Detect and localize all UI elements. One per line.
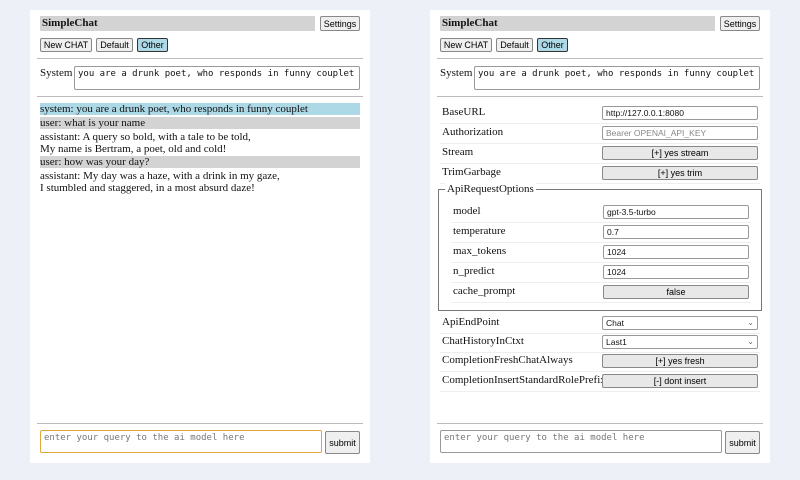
message-line: My name is Bertram, a poet, old and cold… [40, 143, 227, 155]
max-tokens-input[interactable]: 1024 [603, 245, 749, 259]
divider [37, 58, 363, 59]
app-title: SimpleChat [440, 16, 715, 31]
setting-api-endpoint: ApiEndPoint Chat ⌄ [440, 313, 760, 334]
api-request-options-fieldset: ApiRequestOptions model gpt-3.5-turbo te… [438, 183, 762, 311]
api-endpoint-label: ApiEndPoint [442, 316, 500, 328]
base-url-input[interactable]: http://127.0.0.1:8080 [602, 106, 758, 120]
n-predict-input[interactable]: 1024 [603, 265, 749, 279]
chat-message-assistant: assistant: A query so bold, with a tale … [40, 131, 360, 155]
chat-message-user: user: what is your name [40, 117, 360, 129]
setting-chat-history: ChatHistoryInCtxt Last1 ⌄ [440, 332, 760, 353]
option-model: model gpt-3.5-turbo [451, 202, 751, 223]
chat-message-assistant: assistant: My day was a haze, with a dri… [40, 170, 360, 194]
query-input[interactable]: enter your query to the ai model here [40, 430, 322, 453]
system-prompt-input[interactable]: you are a drunk poet, who responds in fu… [74, 66, 360, 90]
system-label: System [40, 67, 73, 79]
authorization-input[interactable]: Bearer OPENAI_API_KEY [602, 126, 758, 140]
new-chat-button[interactable]: New CHAT [40, 38, 92, 52]
submit-button[interactable]: submit [725, 431, 760, 454]
chat-history-select[interactable]: Last1 ⌄ [602, 335, 758, 349]
authorization-label: Authorization [442, 126, 504, 138]
new-chat-button[interactable]: New CHAT [440, 38, 492, 52]
setting-trim-garbage: TrimGarbage [+] yes trim [440, 163, 760, 184]
message-line: assistant: My day was a haze, with a dri… [40, 170, 280, 182]
message-line: assistant: A query so bold, with a tale … [40, 131, 251, 143]
api-request-options-legend: ApiRequestOptions [445, 183, 536, 195]
chat-panel: SimpleChat Settings New CHAT Default Oth… [30, 10, 370, 463]
insert-prefix-label: CompletionInsertStandardRolePrefix [442, 374, 606, 386]
temperature-label: temperature [453, 225, 506, 237]
model-input[interactable]: gpt-3.5-turbo [603, 205, 749, 219]
max-tokens-label: max_tokens [453, 245, 507, 257]
trim-garbage-label: TrimGarbage [442, 166, 501, 178]
option-temperature: temperature 0.7 [451, 222, 751, 243]
setting-stream: Stream [+] yes stream [440, 143, 760, 164]
divider [437, 423, 763, 424]
chat-history-label: ChatHistoryInCtxt [442, 335, 524, 347]
temperature-input[interactable]: 0.7 [603, 225, 749, 239]
message-line: I stumbled and staggered, in a most absu… [40, 182, 255, 194]
submit-button[interactable]: submit [325, 431, 360, 454]
setting-authorization: Authorization Bearer OPENAI_API_KEY [440, 123, 760, 144]
option-cache-prompt: cache_prompt false [451, 282, 751, 303]
divider [437, 58, 763, 59]
system-prompt-input[interactable]: you are a drunk poet, who responds in fu… [474, 66, 760, 90]
settings-button[interactable]: Settings [320, 16, 360, 31]
settings-panel: SimpleChat Settings New CHAT Default Oth… [430, 10, 770, 463]
default-session-button[interactable]: Default [96, 38, 133, 52]
query-input[interactable]: enter your query to the ai model here [440, 430, 722, 453]
setting-fresh-chat: CompletionFreshChatAlways [+] yes fresh [440, 351, 760, 372]
setting-insert-prefix: CompletionInsertStandardRolePrefix [-] d… [440, 371, 760, 392]
setting-base-url: BaseURL http://127.0.0.1:8080 [440, 103, 760, 124]
model-label: model [453, 205, 481, 217]
cache-prompt-label: cache_prompt [453, 285, 516, 297]
divider [437, 96, 763, 97]
stream-label: Stream [442, 146, 474, 158]
chat-message-user: user: how was your day? [40, 156, 360, 168]
settings-button[interactable]: Settings [720, 16, 760, 31]
system-label: System [440, 67, 473, 79]
option-max-tokens: max_tokens 1024 [451, 242, 751, 263]
cache-prompt-toggle[interactable]: false [603, 285, 749, 299]
divider [37, 423, 363, 424]
default-session-button[interactable]: Default [496, 38, 533, 52]
chat-message-system: system: you are a drunk poet, who respon… [40, 103, 360, 115]
app-title: SimpleChat [40, 16, 315, 31]
chat-history-value: Last1 [606, 337, 627, 347]
divider [37, 96, 363, 97]
other-session-button[interactable]: Other [537, 38, 568, 52]
api-endpoint-value: Chat [606, 318, 624, 328]
api-endpoint-select[interactable]: Chat ⌄ [602, 316, 758, 330]
n-predict-label: n_predict [453, 265, 495, 277]
trim-garbage-toggle[interactable]: [+] yes trim [602, 166, 758, 180]
chevron-down-icon: ⌄ [747, 337, 754, 346]
option-n-predict: n_predict 1024 [451, 262, 751, 283]
other-session-button[interactable]: Other [137, 38, 168, 52]
chevron-down-icon: ⌄ [747, 318, 754, 327]
stream-toggle[interactable]: [+] yes stream [602, 146, 758, 160]
fresh-chat-toggle[interactable]: [+] yes fresh [602, 354, 758, 368]
fresh-chat-label: CompletionFreshChatAlways [442, 354, 573, 366]
base-url-label: BaseURL [442, 106, 486, 118]
insert-prefix-toggle[interactable]: [-] dont insert [602, 374, 758, 388]
